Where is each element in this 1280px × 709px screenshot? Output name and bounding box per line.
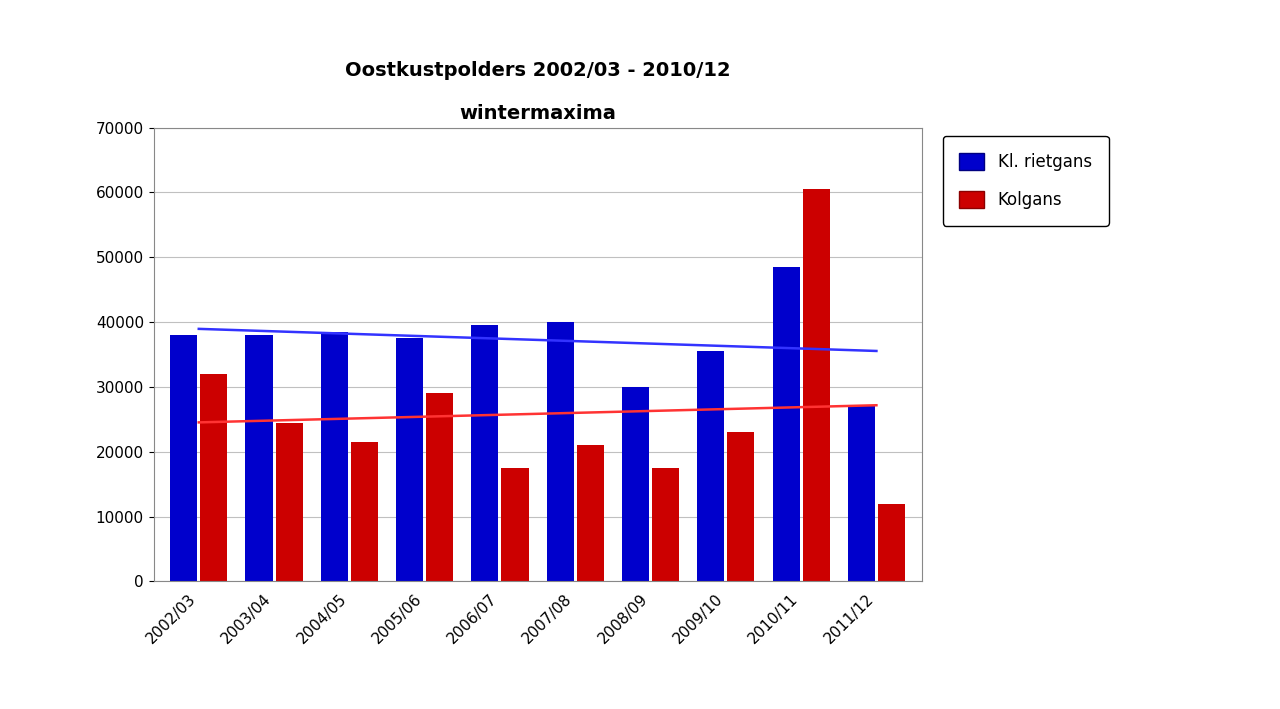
Bar xyxy=(246,335,273,581)
Bar xyxy=(321,332,348,581)
Legend: Kl. rietgans, Kolgans: Kl. rietgans, Kolgans xyxy=(943,136,1108,225)
Bar xyxy=(426,393,453,581)
Bar xyxy=(170,335,197,581)
Bar xyxy=(200,374,228,581)
Bar xyxy=(471,325,498,581)
Bar xyxy=(773,267,800,581)
Bar xyxy=(698,351,724,581)
Bar xyxy=(652,468,680,581)
Bar xyxy=(275,423,302,581)
Bar xyxy=(803,189,829,581)
Bar xyxy=(502,468,529,581)
Bar xyxy=(878,503,905,581)
Text: Oostkustpolders 2002/03 - 2010/12: Oostkustpolders 2002/03 - 2010/12 xyxy=(344,62,731,80)
Bar xyxy=(577,445,604,581)
Bar xyxy=(351,442,378,581)
Bar xyxy=(622,387,649,581)
Bar xyxy=(396,338,424,581)
Bar xyxy=(727,432,754,581)
Text: wintermaxima: wintermaxima xyxy=(460,104,616,123)
Bar xyxy=(847,406,876,581)
Bar xyxy=(547,322,573,581)
